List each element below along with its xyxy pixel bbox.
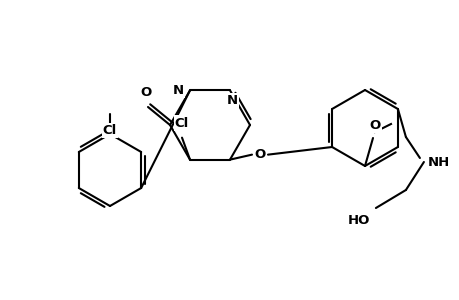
Text: HO: HO xyxy=(347,214,369,227)
Text: Cl: Cl xyxy=(174,117,189,130)
Text: Cl: Cl xyxy=(103,124,117,137)
Text: O: O xyxy=(140,86,151,99)
Text: N: N xyxy=(226,94,237,107)
Text: O: O xyxy=(369,119,380,132)
Text: N: N xyxy=(173,84,184,97)
Text: O: O xyxy=(254,148,265,161)
Text: NH: NH xyxy=(427,155,449,169)
